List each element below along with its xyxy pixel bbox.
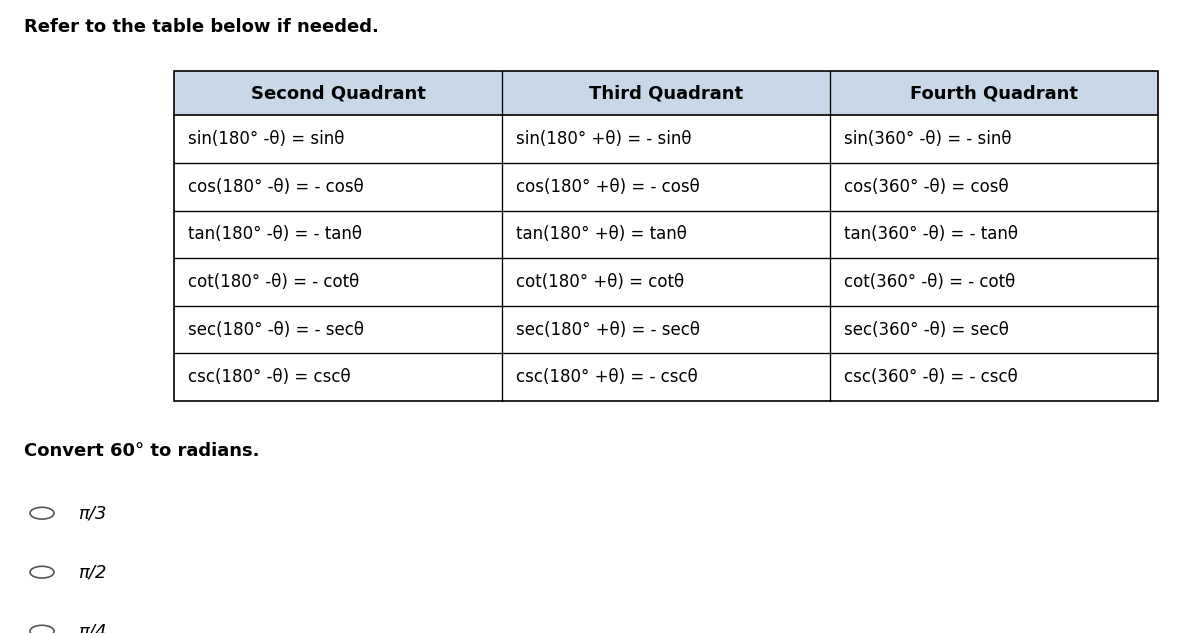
FancyBboxPatch shape	[502, 258, 830, 306]
FancyBboxPatch shape	[830, 71, 1158, 115]
FancyBboxPatch shape	[830, 258, 1158, 306]
FancyBboxPatch shape	[502, 163, 830, 211]
Text: π/2: π/2	[78, 563, 107, 581]
Text: tan(360° -θ) = - tanθ: tan(360° -θ) = - tanθ	[845, 225, 1019, 244]
FancyBboxPatch shape	[502, 211, 830, 258]
Text: sec(360° -θ) = secθ: sec(360° -θ) = secθ	[845, 321, 1009, 339]
FancyBboxPatch shape	[502, 306, 830, 353]
Text: sin(180° +θ) = - sinθ: sin(180° +θ) = - sinθ	[516, 130, 692, 148]
Text: sin(360° -θ) = - sinθ: sin(360° -θ) = - sinθ	[845, 130, 1012, 148]
Text: π/4: π/4	[78, 622, 107, 633]
FancyBboxPatch shape	[502, 71, 830, 115]
Text: sec(180° +θ) = - secθ: sec(180° +θ) = - secθ	[516, 321, 701, 339]
FancyBboxPatch shape	[830, 163, 1158, 211]
FancyBboxPatch shape	[502, 115, 830, 163]
Text: Refer to the table below if needed.: Refer to the table below if needed.	[24, 18, 379, 35]
Text: cos(180° +θ) = - cosθ: cos(180° +θ) = - cosθ	[516, 178, 700, 196]
FancyBboxPatch shape	[830, 211, 1158, 258]
FancyBboxPatch shape	[174, 71, 502, 115]
Text: cot(360° -θ) = - cotθ: cot(360° -θ) = - cotθ	[845, 273, 1015, 291]
FancyBboxPatch shape	[174, 306, 502, 353]
Text: tan(180° -θ) = - tanθ: tan(180° -θ) = - tanθ	[188, 225, 362, 244]
Text: cot(180° -θ) = - cotθ: cot(180° -θ) = - cotθ	[188, 273, 360, 291]
Text: csc(180° +θ) = - cscθ: csc(180° +θ) = - cscθ	[516, 368, 698, 386]
Text: tan(180° +θ) = tanθ: tan(180° +θ) = tanθ	[516, 225, 688, 244]
Text: Convert 60° to radians.: Convert 60° to radians.	[24, 442, 259, 460]
FancyBboxPatch shape	[502, 353, 830, 401]
Text: Third Quadrant: Third Quadrant	[589, 84, 743, 102]
Text: sin(180° -θ) = sinθ: sin(180° -θ) = sinθ	[188, 130, 344, 148]
Text: csc(360° -θ) = - cscθ: csc(360° -θ) = - cscθ	[845, 368, 1018, 386]
FancyBboxPatch shape	[174, 163, 502, 211]
FancyBboxPatch shape	[830, 115, 1158, 163]
FancyBboxPatch shape	[830, 306, 1158, 353]
Text: Fourth Quadrant: Fourth Quadrant	[910, 84, 1078, 102]
Text: Second Quadrant: Second Quadrant	[251, 84, 426, 102]
FancyBboxPatch shape	[174, 353, 502, 401]
FancyBboxPatch shape	[174, 258, 502, 306]
Text: cos(180° -θ) = - cosθ: cos(180° -θ) = - cosθ	[188, 178, 364, 196]
Text: csc(180° -θ) = cscθ: csc(180° -θ) = cscθ	[188, 368, 352, 386]
Text: cos(360° -θ) = cosθ: cos(360° -θ) = cosθ	[845, 178, 1009, 196]
FancyBboxPatch shape	[174, 211, 502, 258]
FancyBboxPatch shape	[830, 353, 1158, 401]
Text: π/3: π/3	[78, 505, 107, 522]
FancyBboxPatch shape	[174, 115, 502, 163]
Text: sec(180° -θ) = - secθ: sec(180° -θ) = - secθ	[188, 321, 365, 339]
Text: cot(180° +θ) = cotθ: cot(180° +θ) = cotθ	[516, 273, 684, 291]
